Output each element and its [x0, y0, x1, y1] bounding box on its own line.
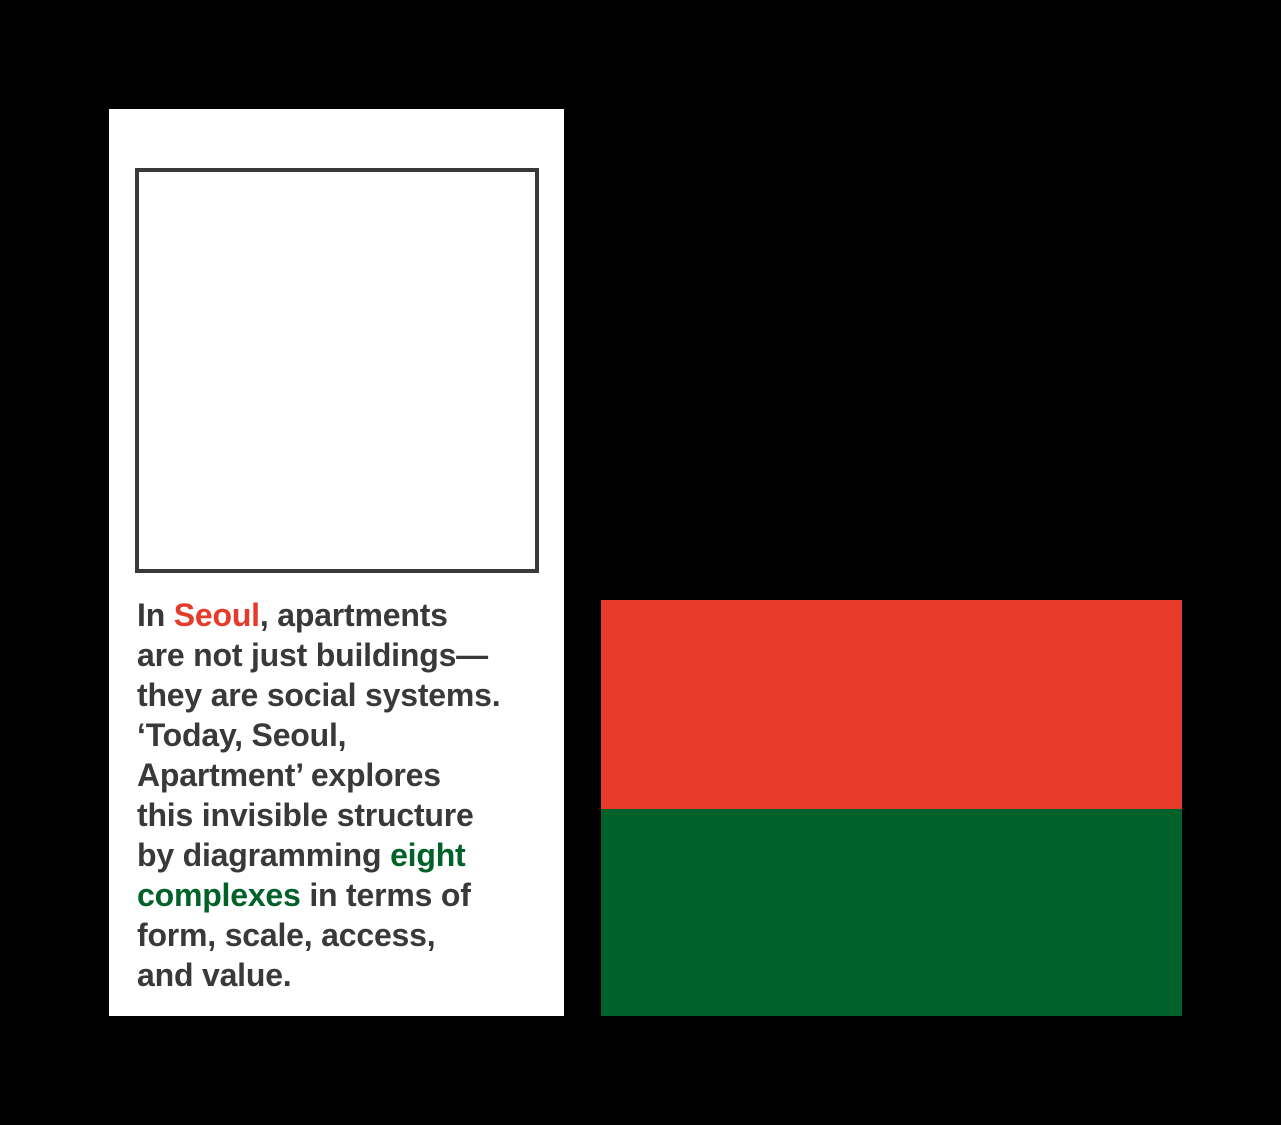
- text-run: , apartments: [259, 597, 448, 633]
- description-line: In Seoul, apartments: [137, 595, 547, 635]
- text-run: in terms of: [300, 877, 471, 913]
- text-run: In: [137, 597, 174, 633]
- description-line: by diagramming eight: [137, 835, 547, 875]
- description-line: and value.: [137, 957, 292, 993]
- highlight-complexes: complexes: [137, 877, 301, 913]
- text-run: by diagramming: [137, 837, 391, 873]
- image-placeholder-frame: [135, 168, 539, 573]
- description-line: are not just buildings—: [137, 637, 488, 673]
- description-line: Apartment’ explores: [137, 757, 441, 793]
- green-color-block: [601, 809, 1182, 1016]
- highlight-eight: eight: [390, 837, 466, 873]
- highlight-seoul: Seoul: [173, 597, 260, 633]
- description-line: complexes in terms of: [137, 875, 547, 915]
- description-line: this invisible structure: [137, 797, 474, 833]
- info-card: In Seoul, apartments are not just buildi…: [109, 109, 564, 1016]
- red-color-block: [601, 600, 1182, 809]
- description-line: ‘Today, Seoul,: [137, 717, 347, 753]
- description-text: In Seoul, apartments are not just buildi…: [137, 595, 547, 995]
- description-line: form, scale, access,: [137, 917, 436, 953]
- description-line: they are social systems.: [137, 677, 501, 713]
